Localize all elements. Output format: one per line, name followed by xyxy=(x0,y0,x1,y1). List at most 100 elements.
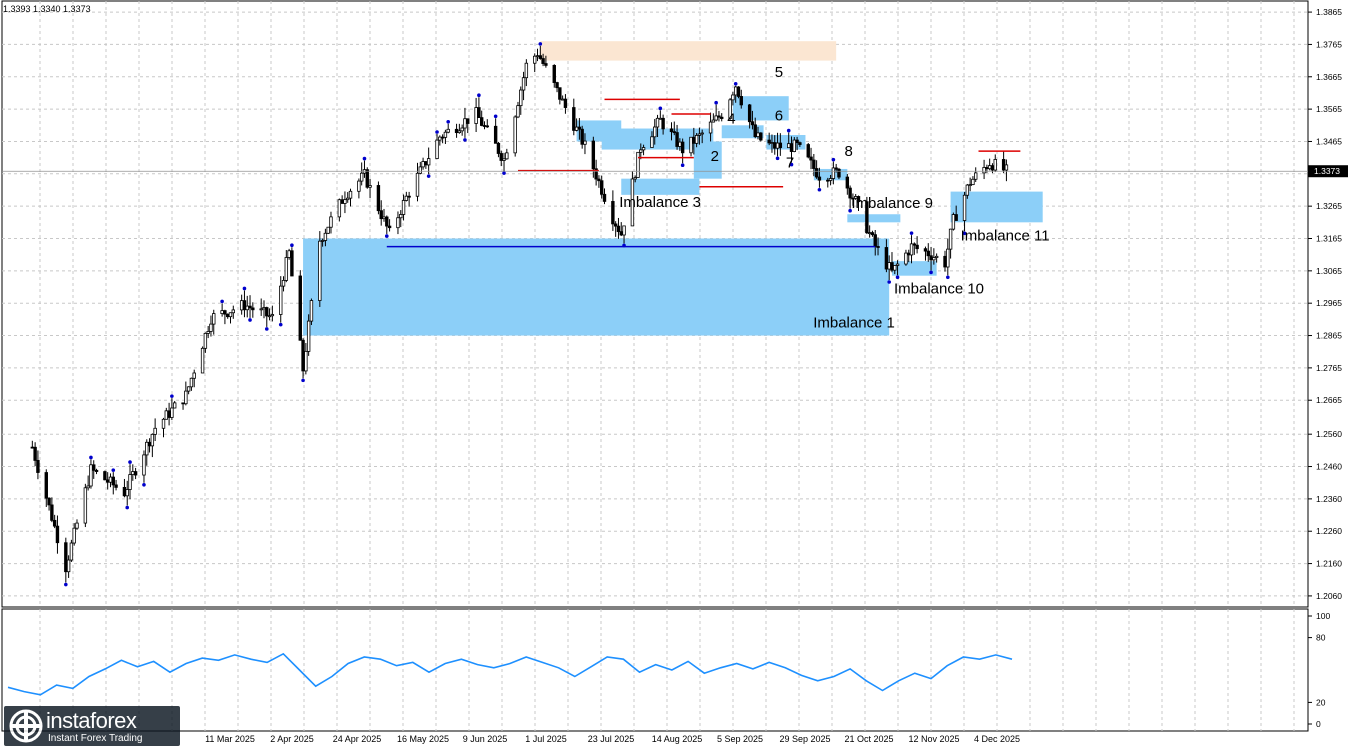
candle-body xyxy=(387,225,392,229)
candle-body xyxy=(474,107,478,124)
fractal-down xyxy=(248,318,252,322)
candle-body xyxy=(962,194,967,221)
date-tick-label: 2 Apr 2025 xyxy=(270,734,314,744)
candle-body xyxy=(301,339,305,372)
candle-body xyxy=(223,310,227,315)
candle-body xyxy=(597,178,601,182)
imbalance-zone xyxy=(891,261,937,276)
candle-body xyxy=(128,474,132,490)
candle-body xyxy=(161,418,166,429)
price-tick-label: 1.2360 xyxy=(1316,494,1342,504)
candle-body xyxy=(739,96,743,106)
candle-body xyxy=(873,234,877,247)
candle-body xyxy=(150,433,155,447)
candle-body xyxy=(806,144,810,158)
candle-body xyxy=(267,315,272,318)
date-tick-label: 4 Dec 2025 xyxy=(974,734,1020,744)
candle-body xyxy=(479,117,484,126)
candle-body xyxy=(122,486,127,497)
candle-body xyxy=(346,197,350,201)
candle-body xyxy=(265,307,269,317)
candle-body xyxy=(108,476,113,483)
candle-body xyxy=(538,55,543,59)
date-tick-label: 1 Jul 2025 xyxy=(525,734,567,744)
date-tick-label: 12 Nov 2025 xyxy=(908,734,959,744)
candle-body xyxy=(460,127,464,132)
candle-body xyxy=(870,232,875,236)
rsi-panel-frame xyxy=(1,608,1309,732)
candle-body xyxy=(943,255,947,268)
fractal-down xyxy=(142,483,146,487)
rsi-tick-label: 80 xyxy=(1316,633,1326,643)
candle-body xyxy=(655,117,660,128)
candle-body xyxy=(226,313,230,318)
candle-body xyxy=(990,165,995,171)
fractal-down xyxy=(887,280,891,284)
candle-body xyxy=(524,62,529,79)
candle-body xyxy=(279,285,283,315)
candle-body xyxy=(142,454,146,476)
candle-body xyxy=(558,87,562,100)
fractal-up xyxy=(220,299,224,304)
price-tick-label: 1.2260 xyxy=(1316,526,1342,536)
candle-body xyxy=(982,167,986,174)
price-tick-label: 1.3865 xyxy=(1316,7,1342,17)
candle-body xyxy=(306,320,311,352)
date-tick-label: 23 Jul 2025 xyxy=(588,734,635,744)
candle-body xyxy=(385,216,389,227)
candle-body xyxy=(357,180,361,192)
candle-body xyxy=(145,441,149,456)
candle-body xyxy=(770,142,774,144)
imbalance-zone xyxy=(813,168,848,181)
candle-body xyxy=(714,115,718,121)
candle-body xyxy=(438,136,442,141)
candle-body xyxy=(789,143,794,152)
candle-body xyxy=(200,347,205,374)
candle-body xyxy=(399,214,403,219)
candle-body xyxy=(220,310,224,314)
candle-body xyxy=(242,300,247,311)
candle-body xyxy=(206,331,210,334)
candle-body xyxy=(711,119,716,123)
imbalance-label: Imbalance 1 xyxy=(813,315,895,332)
fractal-down xyxy=(680,163,685,168)
zone-number-label: 7 xyxy=(786,154,794,171)
candle-body xyxy=(580,128,584,145)
candle-body xyxy=(368,185,372,188)
candle-body xyxy=(463,118,467,129)
fractal-down xyxy=(278,322,283,327)
candle-body xyxy=(298,275,302,341)
candle-body xyxy=(435,139,439,159)
candle-body xyxy=(1001,159,1006,171)
candle-body xyxy=(912,243,917,246)
fractal-up xyxy=(242,286,247,291)
candle-body xyxy=(834,167,838,170)
fractal-up xyxy=(89,455,93,460)
candle-body xyxy=(731,94,735,101)
imbalance-zone xyxy=(621,178,700,195)
candle-body xyxy=(94,469,99,472)
fractal-up xyxy=(170,394,174,398)
rsi-tick-label: 0 xyxy=(1316,719,1321,729)
fractal-down xyxy=(264,327,269,331)
candle-body xyxy=(164,410,169,420)
candle-body xyxy=(55,525,60,544)
candle-body xyxy=(563,98,568,108)
candle-body xyxy=(396,217,400,229)
candle-body xyxy=(326,226,330,234)
price-tick-label: 1.2965 xyxy=(1316,298,1342,308)
candle-body xyxy=(812,159,816,169)
candle-body xyxy=(505,152,509,160)
imbalance-zone xyxy=(303,238,890,336)
candle-body xyxy=(318,240,322,301)
candle-body xyxy=(747,104,752,123)
candle-body xyxy=(89,464,93,487)
candle-body xyxy=(482,125,487,127)
logo-name: instaforex xyxy=(46,708,137,733)
candle-body xyxy=(650,136,654,148)
candle-body xyxy=(951,214,956,230)
candle-body xyxy=(170,407,174,418)
candle-body xyxy=(753,124,757,137)
candle-body xyxy=(50,504,54,521)
fractal-up xyxy=(658,106,663,111)
